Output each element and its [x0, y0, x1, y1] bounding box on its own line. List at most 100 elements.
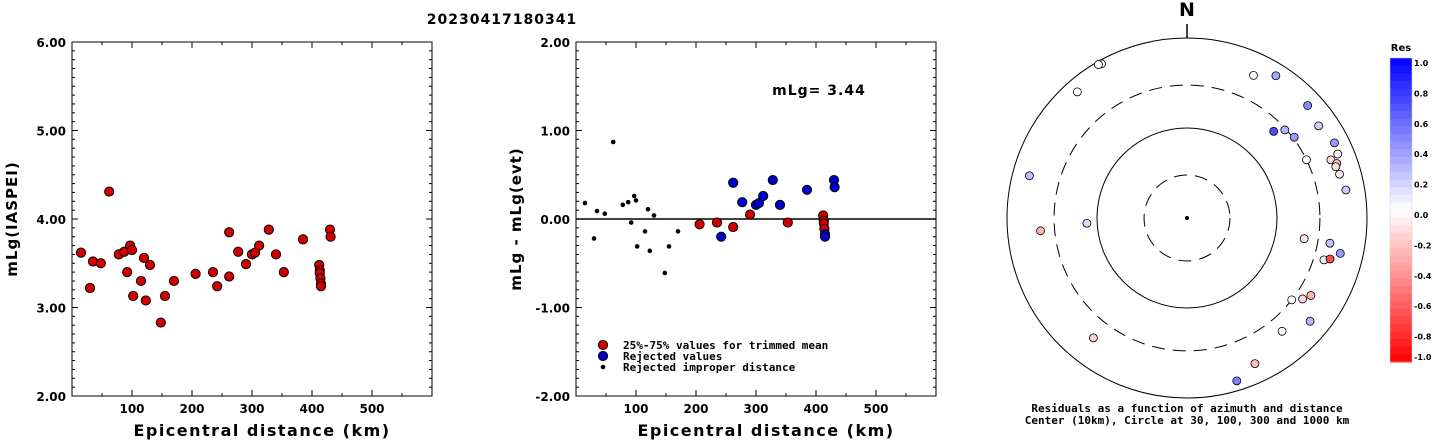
station-point — [1303, 101, 1313, 110]
colorbar-segment — [1390, 156, 1412, 165]
data-point — [159, 290, 171, 302]
x-axis-label: Epicentral distance (km) — [133, 421, 390, 440]
y-tick-label: 4.00 — [36, 213, 66, 227]
x-axis-label: Epicentral distance (km) — [637, 421, 894, 440]
colorbar-title: Res — [1391, 43, 1411, 54]
data-point — [240, 259, 252, 270]
plot-frame — [71, 41, 433, 397]
colorbar-segment — [1390, 293, 1412, 302]
station-point — [1024, 171, 1034, 181]
station-point — [1335, 169, 1344, 179]
colorbar-segment — [1390, 202, 1412, 211]
x-tick-label: 500 — [863, 402, 888, 416]
colorbar-segment — [1390, 301, 1412, 310]
x-tick-label: 200 — [179, 402, 204, 416]
colorbar-segment — [1390, 80, 1412, 89]
legend-marker — [597, 339, 609, 351]
colorbar-segment — [1390, 255, 1412, 264]
colorbar-tick-label: 0.4 — [1414, 150, 1429, 159]
data-point — [666, 244, 672, 249]
station-point — [1072, 87, 1082, 97]
x-tick-label: 300 — [239, 402, 264, 416]
data-point — [774, 199, 786, 210]
colorbar-segment — [1390, 164, 1412, 173]
data-point — [144, 259, 156, 271]
colorbar-segment — [1390, 286, 1412, 295]
data-point — [728, 177, 739, 188]
data-point — [135, 275, 147, 287]
data-point — [207, 267, 219, 278]
colorbar-segment — [1390, 232, 1412, 241]
data-point — [315, 281, 327, 292]
data-point — [801, 184, 813, 195]
data-point — [325, 231, 336, 242]
data-point — [645, 206, 651, 212]
colorbar-segment — [1390, 278, 1412, 287]
station-point — [1335, 248, 1345, 258]
colorbar-segment — [1390, 65, 1412, 74]
distance-ring — [1143, 174, 1231, 262]
data-point — [634, 244, 640, 249]
station-point — [1269, 126, 1279, 136]
polar-caption-line1: Residuals as a function of azimuth and d… — [1031, 402, 1343, 415]
y-tick-label: 3.00 — [36, 302, 66, 316]
colorbar-tick-label: -0.8 — [1414, 333, 1432, 342]
data-point — [662, 270, 668, 276]
data-point — [297, 234, 309, 245]
x-tick-label: 200 — [683, 402, 708, 416]
colorbar-segment — [1390, 308, 1412, 317]
colorbar-segment — [1390, 126, 1412, 135]
y-tick-label: 6.00 — [36, 36, 66, 50]
data-point — [711, 217, 723, 228]
colorbar-segment — [1390, 324, 1412, 333]
colorbar-segment — [1390, 331, 1412, 340]
data-point — [233, 246, 244, 257]
station-point — [1325, 238, 1335, 248]
colorbar-segment — [1390, 88, 1412, 97]
data-point — [278, 267, 289, 278]
data-point — [270, 249, 282, 260]
mlg-annotation: mLg= 3.44 — [772, 83, 866, 99]
north-label: N — [1179, 0, 1195, 21]
data-point — [190, 268, 201, 279]
data-point — [651, 213, 657, 218]
legend-label: Rejected values — [623, 350, 722, 363]
colorbar-tick-label: 0.0 — [1414, 211, 1429, 220]
data-point — [628, 220, 634, 225]
colorbar-segment — [1390, 240, 1412, 249]
x-tick-label: 500 — [359, 402, 384, 416]
colorbar-segment — [1390, 134, 1412, 143]
data-point — [782, 217, 793, 228]
data-point — [212, 281, 223, 292]
station-point — [1036, 226, 1045, 236]
y-tick-label: 5.00 — [36, 125, 66, 139]
station-point — [1249, 71, 1258, 80]
y-tick-label: 2.00 — [36, 390, 66, 404]
colorbar-segment — [1390, 263, 1412, 272]
colorbar-segment — [1390, 96, 1412, 105]
colorbar-segment — [1390, 316, 1412, 325]
legend-label: Rejected improper distance — [623, 361, 796, 374]
data-point — [602, 211, 608, 216]
y-tick-label: -1.00 — [535, 302, 570, 316]
station-point — [1287, 295, 1297, 305]
x-tick-label: 100 — [623, 402, 648, 416]
colorbar-segment — [1390, 248, 1412, 257]
data-point — [744, 209, 756, 220]
data-point — [95, 258, 106, 269]
station-point — [1289, 132, 1299, 142]
residual-vs-distance-plot: 100 200 300 400 500 -2.00 -1.00 0.00 1.00 2.00 Epi… — [507, 36, 937, 440]
colorbar-frame — [1389, 57, 1413, 363]
colorbar-segment — [1390, 217, 1412, 226]
data-point — [737, 197, 748, 208]
station-point — [1250, 359, 1260, 369]
colorbar-segment — [1390, 346, 1412, 355]
data-point — [168, 275, 180, 287]
station-point — [1298, 294, 1308, 304]
data-point — [75, 247, 87, 258]
data-point — [631, 193, 637, 199]
data-point — [126, 244, 138, 256]
data-point — [591, 236, 597, 241]
station-point — [1094, 60, 1103, 69]
